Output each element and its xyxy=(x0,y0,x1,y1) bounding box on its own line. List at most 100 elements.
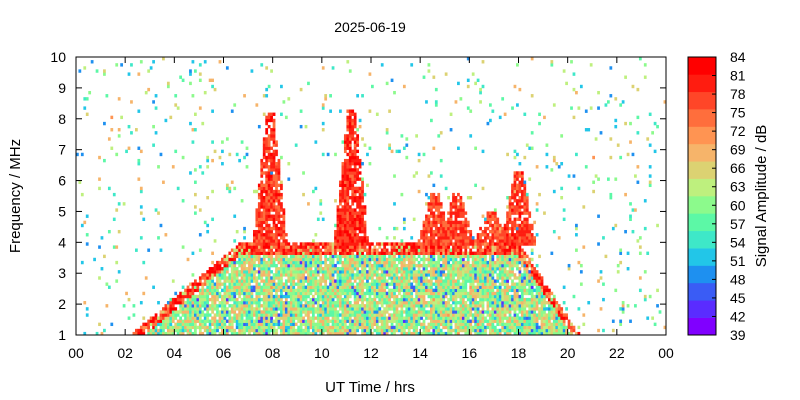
heatmap-cell xyxy=(422,319,426,323)
heatmap-cell xyxy=(471,251,475,255)
heatmap-cell xyxy=(410,245,414,249)
heatmap-cell xyxy=(449,328,453,333)
heatmap-cell xyxy=(474,276,478,280)
heatmap-cell xyxy=(461,223,465,228)
heatmap-cell xyxy=(363,322,367,327)
heatmap-cell xyxy=(346,146,350,150)
heatmap-cell xyxy=(289,282,293,286)
heatmap-cell xyxy=(208,297,212,302)
heatmap-cell xyxy=(292,288,296,293)
heatmap-cell xyxy=(474,325,478,330)
heatmap-cell xyxy=(481,239,485,243)
heatmap-cell xyxy=(366,239,369,243)
heatmap-cell xyxy=(353,226,357,231)
heatmap-cell xyxy=(461,288,465,293)
heatmap-cell xyxy=(385,128,389,132)
heatmap-cell xyxy=(474,288,478,293)
heatmap-cell xyxy=(373,267,377,271)
heatmap-cell xyxy=(378,331,382,336)
heatmap-cell xyxy=(339,325,342,330)
heatmap-cell xyxy=(469,251,473,255)
heatmap-cell xyxy=(265,202,269,206)
heatmap-cell xyxy=(339,183,342,188)
heatmap-cell xyxy=(203,291,207,296)
heatmap-cell xyxy=(432,229,436,234)
heatmap-cell xyxy=(213,263,217,268)
heatmap-cell xyxy=(447,248,450,252)
heatmap-cell xyxy=(466,291,470,296)
heatmap-cell xyxy=(511,279,514,283)
heatmap-cell xyxy=(191,310,195,314)
heatmap-cell xyxy=(260,205,264,209)
heatmap-cell xyxy=(442,322,446,327)
heatmap-cell xyxy=(213,294,217,299)
heatmap-cell xyxy=(484,279,487,283)
heatmap-cell xyxy=(395,242,399,246)
heatmap-cell xyxy=(230,180,234,184)
heatmap-cell xyxy=(316,245,320,249)
heatmap-cell xyxy=(302,192,305,197)
heatmap-cell xyxy=(343,146,347,150)
heatmap-cell xyxy=(265,245,269,249)
heatmap-cell xyxy=(292,257,296,262)
heatmap-cell xyxy=(474,328,478,333)
heatmap-cell xyxy=(230,267,234,271)
heatmap-cell xyxy=(464,325,468,330)
heatmap-cell xyxy=(481,313,485,317)
heatmap-cell xyxy=(498,328,502,333)
heatmap-cell xyxy=(334,301,337,305)
heatmap-cell xyxy=(275,242,278,246)
heatmap-cell xyxy=(267,137,271,141)
heatmap-cell xyxy=(380,273,384,277)
heatmap-cell xyxy=(363,319,367,323)
heatmap-cell xyxy=(267,279,271,283)
heatmap-cell xyxy=(348,276,352,280)
heatmap-cell xyxy=(358,158,362,163)
heatmap-cell xyxy=(98,155,101,160)
heatmap-cell xyxy=(154,331,158,336)
heatmap-cell xyxy=(402,331,406,336)
heatmap-cell xyxy=(221,297,224,302)
heatmap-cell xyxy=(417,294,421,299)
heatmap-cell xyxy=(218,267,222,271)
heatmap-cell xyxy=(341,325,345,330)
heatmap-cell xyxy=(459,297,463,302)
heatmap-cell xyxy=(282,294,286,299)
heatmap-cell xyxy=(351,223,355,228)
heatmap-cell xyxy=(213,307,217,311)
heatmap-cell xyxy=(228,313,232,317)
heatmap-cell xyxy=(476,288,480,293)
heatmap-cell xyxy=(398,316,401,320)
heatmap-cell xyxy=(415,273,419,277)
heatmap-cell xyxy=(481,325,485,330)
heatmap-cell xyxy=(442,248,446,252)
heatmap-cell xyxy=(491,226,495,231)
heatmap-cell xyxy=(493,319,497,323)
heatmap-cell xyxy=(154,94,158,98)
heatmap-cell xyxy=(277,245,281,249)
heatmap-cell xyxy=(427,220,431,225)
heatmap-cell xyxy=(459,263,463,268)
heatmap-cell xyxy=(216,322,219,327)
heatmap-cell xyxy=(437,199,441,203)
heatmap-cell xyxy=(272,217,276,222)
heatmap-cell xyxy=(486,322,490,327)
heatmap-cell xyxy=(213,316,217,320)
heatmap-cell xyxy=(395,304,399,308)
heatmap-cell xyxy=(459,257,463,262)
heatmap-cell xyxy=(230,285,234,289)
heatmap-cell xyxy=(498,229,502,234)
heatmap-cell xyxy=(486,285,490,289)
heatmap-cell xyxy=(402,248,406,252)
heatmap-cell xyxy=(348,307,352,311)
heatmap-cell xyxy=(484,325,487,330)
heatmap-cell xyxy=(85,233,89,237)
heatmap-cell xyxy=(422,328,426,333)
heatmap-cell xyxy=(260,168,264,172)
heatmap-cell xyxy=(346,319,350,323)
heatmap-cell xyxy=(206,310,210,314)
heatmap-cell xyxy=(361,257,364,262)
heatmap-cell xyxy=(454,313,458,317)
heatmap-cell xyxy=(240,140,244,144)
heatmap-cell xyxy=(270,248,273,252)
